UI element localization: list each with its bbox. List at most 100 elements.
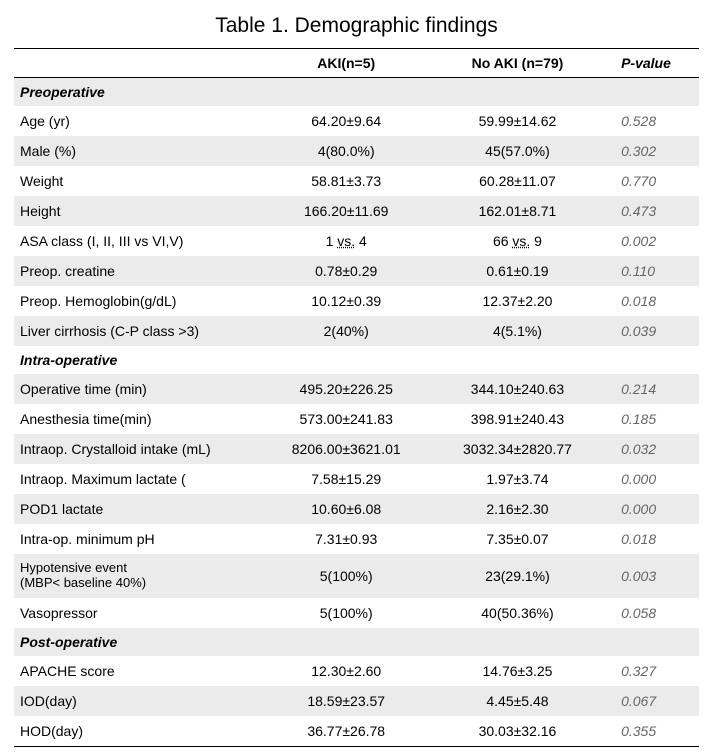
table-title: Table 1. Demographic findings xyxy=(14,14,699,38)
row-label: Weight xyxy=(14,166,261,196)
table-row: Intraop. Crystalloid intake (mL)8206.00±… xyxy=(14,434,699,464)
row-noaki: 40(50.36%) xyxy=(432,598,603,628)
row-noaki: 12.37±2.20 xyxy=(432,286,603,316)
row-aki: 64.20±9.64 xyxy=(261,106,432,136)
row-label: IOD(day) xyxy=(14,686,261,716)
row-pvalue: 0.058 xyxy=(603,598,699,628)
table-row: Age (yr)64.20±9.6459.99±14.620.528 xyxy=(14,106,699,136)
row-label: POD1 lactate xyxy=(14,494,261,524)
row-noaki: 66 vs. 9 xyxy=(432,226,603,256)
row-noaki: 14.76±3.25 xyxy=(432,656,603,686)
row-label: HOD(day) xyxy=(14,716,261,747)
row-pvalue: 0.000 xyxy=(603,494,699,524)
row-pvalue: 0.067 xyxy=(603,686,699,716)
row-label: Hypotensive event(MBP< baseline 40%) xyxy=(14,554,261,598)
row-noaki: 344.10±240.63 xyxy=(432,374,603,404)
row-label: Height xyxy=(14,196,261,226)
header-row: AKI(n=5) No AKI (n=79) P-value xyxy=(14,49,699,78)
row-aki: 8206.00±3621.01 xyxy=(261,434,432,464)
row-aki: 5(100%) xyxy=(261,598,432,628)
table-row: Preop. creatine0.78±0.290.61±0.190.110 xyxy=(14,256,699,286)
row-noaki: 0.61±0.19 xyxy=(432,256,603,286)
row-label: Intraop. Crystalloid intake (mL) xyxy=(14,434,261,464)
table-row: Intraop. Maximum lactate (7.58±15.291.97… xyxy=(14,464,699,494)
row-aki: 2(40%) xyxy=(261,316,432,346)
row-aki: 58.81±3.73 xyxy=(261,166,432,196)
row-pvalue: 0.018 xyxy=(603,286,699,316)
table-row: Operative time (min)495.20±226.25344.10±… xyxy=(14,374,699,404)
row-aki: 166.20±11.69 xyxy=(261,196,432,226)
table-row: POD1 lactate10.60±6.082.16±2.300.000 xyxy=(14,494,699,524)
row-noaki: 60.28±11.07 xyxy=(432,166,603,196)
row-label: Operative time (min) xyxy=(14,374,261,404)
col-blank xyxy=(14,49,261,78)
row-noaki: 1.97±3.74 xyxy=(432,464,603,494)
section-header: Intra-operative xyxy=(14,346,699,374)
row-noaki: 3032.34±2820.77 xyxy=(432,434,603,464)
row-noaki: 2.16±2.30 xyxy=(432,494,603,524)
row-pvalue: 0.032 xyxy=(603,434,699,464)
row-pvalue: 0.770 xyxy=(603,166,699,196)
row-aki: 12.30±2.60 xyxy=(261,656,432,686)
row-noaki: 7.35±0.07 xyxy=(432,524,603,554)
row-label: Liver cirrhosis (C-P class >3) xyxy=(14,316,261,346)
section-header: Post-operative xyxy=(14,628,699,656)
row-aki: 7.58±15.29 xyxy=(261,464,432,494)
row-noaki: 4(5.1%) xyxy=(432,316,603,346)
table-row: Intra-op. minimum pH7.31±0.937.35±0.070.… xyxy=(14,524,699,554)
col-pvalue: P-value xyxy=(603,49,699,78)
row-aki: 18.59±23.57 xyxy=(261,686,432,716)
row-pvalue: 0.039 xyxy=(603,316,699,346)
row-noaki: 59.99±14.62 xyxy=(432,106,603,136)
table-row: APACHE score12.30±2.6014.76±3.250.327 xyxy=(14,656,699,686)
row-pvalue: 0.018 xyxy=(603,524,699,554)
table-row: Anesthesia time(min)573.00±241.83398.91±… xyxy=(14,404,699,434)
row-noaki: 4.45±5.48 xyxy=(432,686,603,716)
row-pvalue: 0.214 xyxy=(603,374,699,404)
table-row: Hypotensive event(MBP< baseline 40%)5(10… xyxy=(14,554,699,598)
section-header: Preoperative xyxy=(14,78,699,107)
table-row: Height166.20±11.69162.01±8.710.473 xyxy=(14,196,699,226)
table-row: HOD(day)36.77±26.7830.03±32.160.355 xyxy=(14,716,699,747)
row-pvalue: 0.110 xyxy=(603,256,699,286)
row-noaki: 162.01±8.71 xyxy=(432,196,603,226)
section-label: Intra-operative xyxy=(14,346,699,374)
row-label: Vasopressor xyxy=(14,598,261,628)
row-noaki: 23(29.1%) xyxy=(432,554,603,598)
table-row: IOD(day)18.59±23.574.45±5.480.067 xyxy=(14,686,699,716)
row-label: ASA class (I, II, III vs VI,V) xyxy=(14,226,261,256)
row-label: Anesthesia time(min) xyxy=(14,404,261,434)
demographic-table: AKI(n=5) No AKI (n=79) P-value Preoperat… xyxy=(14,48,699,747)
row-aki: 495.20±226.25 xyxy=(261,374,432,404)
section-label: Preoperative xyxy=(14,78,699,107)
row-noaki: 30.03±32.16 xyxy=(432,716,603,747)
row-pvalue: 0.355 xyxy=(603,716,699,747)
row-pvalue: 0.002 xyxy=(603,226,699,256)
row-aki: 573.00±241.83 xyxy=(261,404,432,434)
row-pvalue: 0.185 xyxy=(603,404,699,434)
row-pvalue: 0.302 xyxy=(603,136,699,166)
table-row: Liver cirrhosis (C-P class >3)2(40%)4(5.… xyxy=(14,316,699,346)
row-aki: 10.60±6.08 xyxy=(261,494,432,524)
section-label: Post-operative xyxy=(14,628,699,656)
row-label: Intra-op. minimum pH xyxy=(14,524,261,554)
table-body: PreoperativeAge (yr)64.20±9.6459.99±14.6… xyxy=(14,78,699,747)
table-row: ASA class (I, II, III vs VI,V)1 vs. 466 … xyxy=(14,226,699,256)
row-aki: 5(100%) xyxy=(261,554,432,598)
row-label: APACHE score xyxy=(14,656,261,686)
row-aki: 4(80.0%) xyxy=(261,136,432,166)
row-aki: 1 vs. 4 xyxy=(261,226,432,256)
row-pvalue: 0.473 xyxy=(603,196,699,226)
row-aki: 36.77±26.78 xyxy=(261,716,432,747)
row-label: Age (yr) xyxy=(14,106,261,136)
table-row: Weight58.81±3.7360.28±11.070.770 xyxy=(14,166,699,196)
col-aki: AKI(n=5) xyxy=(261,49,432,78)
table-row: Preop. Hemoglobin(g/dL)10.12±0.3912.37±2… xyxy=(14,286,699,316)
row-pvalue: 0.327 xyxy=(603,656,699,686)
row-aki: 0.78±0.29 xyxy=(261,256,432,286)
row-label: Preop. creatine xyxy=(14,256,261,286)
row-label: Male (%) xyxy=(14,136,261,166)
row-pvalue: 0.528 xyxy=(603,106,699,136)
row-label: Intraop. Maximum lactate ( xyxy=(14,464,261,494)
row-pvalue: 0.003 xyxy=(603,554,699,598)
